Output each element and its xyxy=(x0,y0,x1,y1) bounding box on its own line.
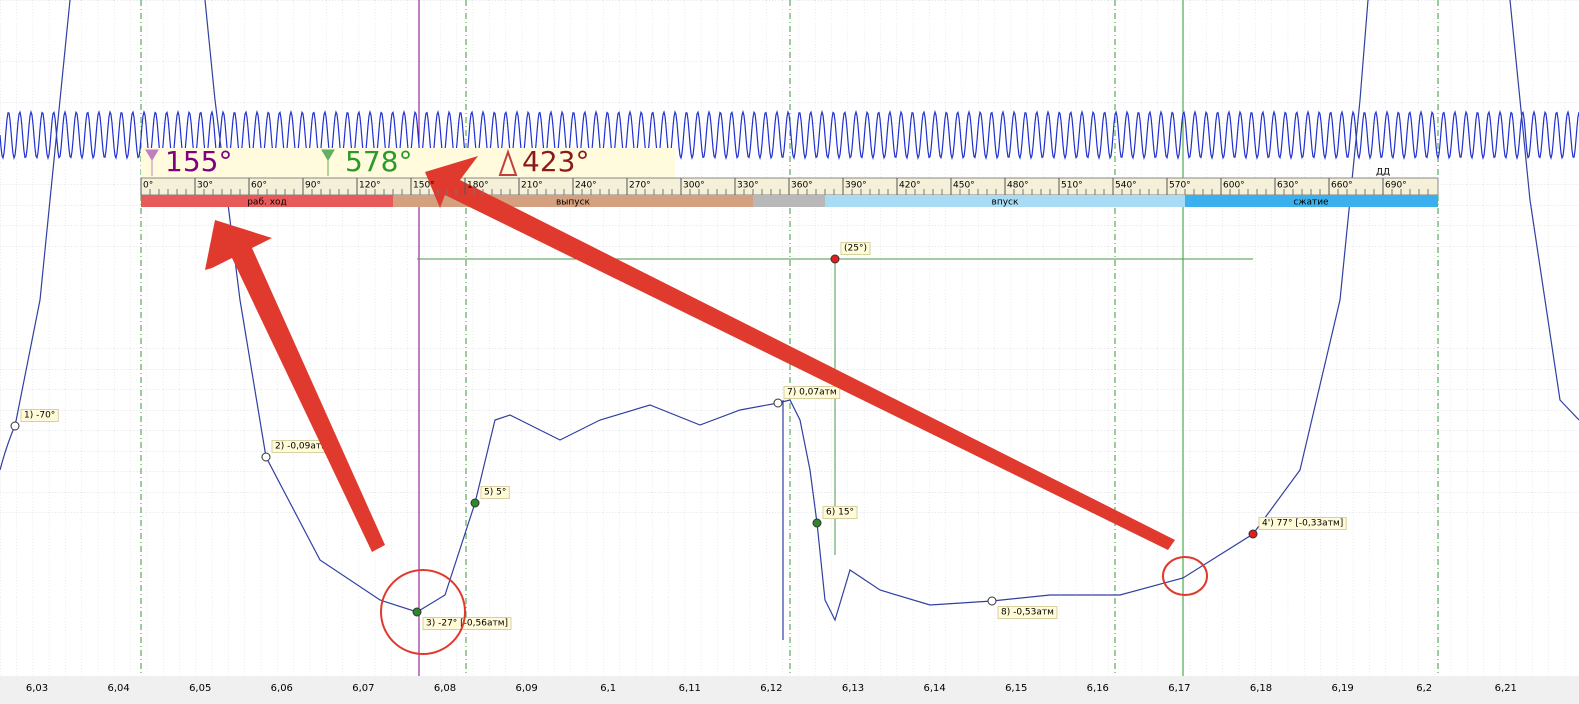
x-tick-label: 6,14 xyxy=(923,683,945,694)
scale-label: 540° xyxy=(1115,181,1137,191)
marker-box xyxy=(20,409,59,422)
marker-label: 3) -27° [-0,56атм] xyxy=(426,619,508,629)
x-tick-label: 6,15 xyxy=(1005,683,1027,694)
x-tick-label: 6,04 xyxy=(107,683,129,694)
scale-label: 420° xyxy=(899,181,921,191)
phase-lines xyxy=(140,0,1439,676)
cursor-2-icon xyxy=(321,149,335,176)
x-tick-label: 6,08 xyxy=(434,683,456,694)
marker-label: 1) -70° xyxy=(24,411,55,421)
marker-box xyxy=(480,486,510,499)
x-tick-label: 6,18 xyxy=(1250,683,1272,694)
marker-label: 6) 15° xyxy=(826,508,854,518)
marker-point xyxy=(261,452,271,462)
x-tick-label: 6,06 xyxy=(271,683,293,694)
scale-label: 360° xyxy=(791,181,813,191)
scale-label: 210° xyxy=(521,181,543,191)
phase-label: сжатие xyxy=(1293,198,1329,208)
cursor-panel xyxy=(141,148,675,178)
marker-point xyxy=(987,596,997,606)
x-tick-label: 6,2 xyxy=(1416,683,1432,694)
marker-label: 2) -0,09атм xyxy=(275,442,328,452)
scale-label: 60° xyxy=(251,181,267,191)
scale-label: 270° xyxy=(629,181,651,191)
scale-label: 240° xyxy=(575,181,597,191)
x-tick-label: 6,19 xyxy=(1331,683,1353,694)
markers: 1) -70° 2) -0,09атм 3) -27° [-0,56атм] 4') … xyxy=(10,242,1347,630)
marker-point xyxy=(470,498,480,508)
marker-point xyxy=(10,421,20,431)
phase-label: впуск xyxy=(992,198,1019,208)
scale-label: 600° xyxy=(1223,181,1245,191)
scale-label: 660° xyxy=(1331,181,1353,191)
toolbar: ДД xyxy=(1376,168,1390,178)
phase-label: выпуск xyxy=(556,198,591,208)
marker-label: 4') 77° [-0,33атм] xyxy=(1262,519,1343,529)
x-tick-label: 6,17 xyxy=(1168,683,1190,694)
marker-box xyxy=(997,606,1058,619)
marker-label: 8) -0,53атм xyxy=(1001,608,1054,618)
delta-value: 423° xyxy=(522,145,589,178)
x-tick-label: 6,07 xyxy=(352,683,374,694)
scale-label: 690° xyxy=(1385,181,1407,191)
marker-point xyxy=(812,518,822,528)
marker-box xyxy=(840,242,871,255)
scale-label: 480° xyxy=(1007,181,1029,191)
x-tick-label: 6,12 xyxy=(760,683,782,694)
overlay-arrows xyxy=(205,156,1175,552)
marker-label: 5) 5° xyxy=(484,488,506,498)
marker-box xyxy=(822,506,858,519)
marker-point xyxy=(830,254,840,264)
scale-label: 450° xyxy=(953,181,975,191)
scale-label: 510° xyxy=(1061,181,1083,191)
scale-label: 0° xyxy=(143,181,153,191)
x-tick-label: 6,1 xyxy=(600,683,616,694)
x-tick-label: 6,21 xyxy=(1495,683,1517,694)
x-tick-label: 6,05 xyxy=(189,683,211,694)
x-tick-label: 6,09 xyxy=(515,683,537,694)
marker-point xyxy=(1248,529,1258,539)
scale-label: 180° xyxy=(467,181,489,191)
x-tick-label: 6,11 xyxy=(679,683,701,694)
scale-label: 150° xyxy=(413,181,435,191)
phase-bar: раб. ход выпуск впуск сжатие xyxy=(141,195,1438,208)
x-tick-label: 6,13 xyxy=(842,683,864,694)
scale-label: 300° xyxy=(683,181,705,191)
marker-label: 7) 0,07атм xyxy=(787,388,837,398)
scale-label: 30° xyxy=(197,181,213,191)
scale-label: 330° xyxy=(737,181,759,191)
scale-label: 390° xyxy=(845,181,867,191)
x-tick-label: 6,16 xyxy=(1087,683,1109,694)
marker-label: (25°) xyxy=(844,244,867,254)
scale-label: 630° xyxy=(1277,181,1299,191)
marker-box xyxy=(783,386,841,399)
phase-label: раб. ход xyxy=(247,198,287,208)
cursor-1-icon xyxy=(145,149,159,176)
scale-label: 90° xyxy=(305,181,321,191)
marker-point xyxy=(773,398,783,408)
scale-label: 570° xyxy=(1169,181,1191,191)
cursor-2-value: 578° xyxy=(345,145,412,178)
pressure-curve xyxy=(0,0,1579,640)
delta-icon xyxy=(498,148,518,176)
marker-point xyxy=(412,607,422,617)
cursor-1-value: 155° xyxy=(165,145,232,178)
marker-box xyxy=(1258,517,1347,530)
axis-band xyxy=(0,676,1579,704)
marker-box xyxy=(422,617,512,630)
x-tick-label: 6,03 xyxy=(26,683,48,694)
overlay-circles xyxy=(380,556,1208,655)
scale-label: 120° xyxy=(359,181,381,191)
